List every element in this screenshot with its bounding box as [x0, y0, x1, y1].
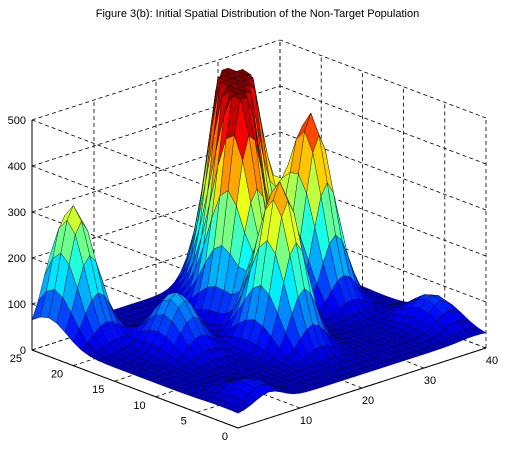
z-tick-label: 200	[8, 253, 26, 265]
y-tick-label: 15	[92, 384, 104, 396]
x-tick-label: 20	[362, 395, 374, 407]
y-tick-label: 5	[181, 415, 187, 427]
y-axis-line	[31, 349, 239, 429]
z-tick-label: 400	[8, 161, 26, 173]
y-tick-label: 10	[133, 400, 145, 412]
y-tick-label: 0	[222, 431, 228, 443]
grid-line	[279, 85, 487, 165]
x-tick-label: 40	[486, 355, 498, 367]
grid-line	[31, 39, 281, 121]
x-tick-label: 10	[300, 415, 312, 427]
surface-face	[229, 405, 245, 414]
axes	[31, 120, 487, 429]
x-axis-line	[237, 347, 487, 429]
grid-line	[279, 39, 487, 119]
z-tick-label: 100	[8, 299, 26, 311]
x-tick-label: 30	[424, 375, 436, 387]
y-tick-label: 25	[10, 353, 22, 365]
z-tick-label: 0	[20, 345, 26, 357]
y-tick-label: 20	[51, 369, 63, 381]
z-tick-label: 500	[8, 115, 26, 127]
surface-mesh	[31, 67, 487, 414]
z-tick-label: 300	[8, 207, 26, 219]
chart-title: Figure 3(b): Initial Spatial Distributio…	[95, 8, 420, 20]
